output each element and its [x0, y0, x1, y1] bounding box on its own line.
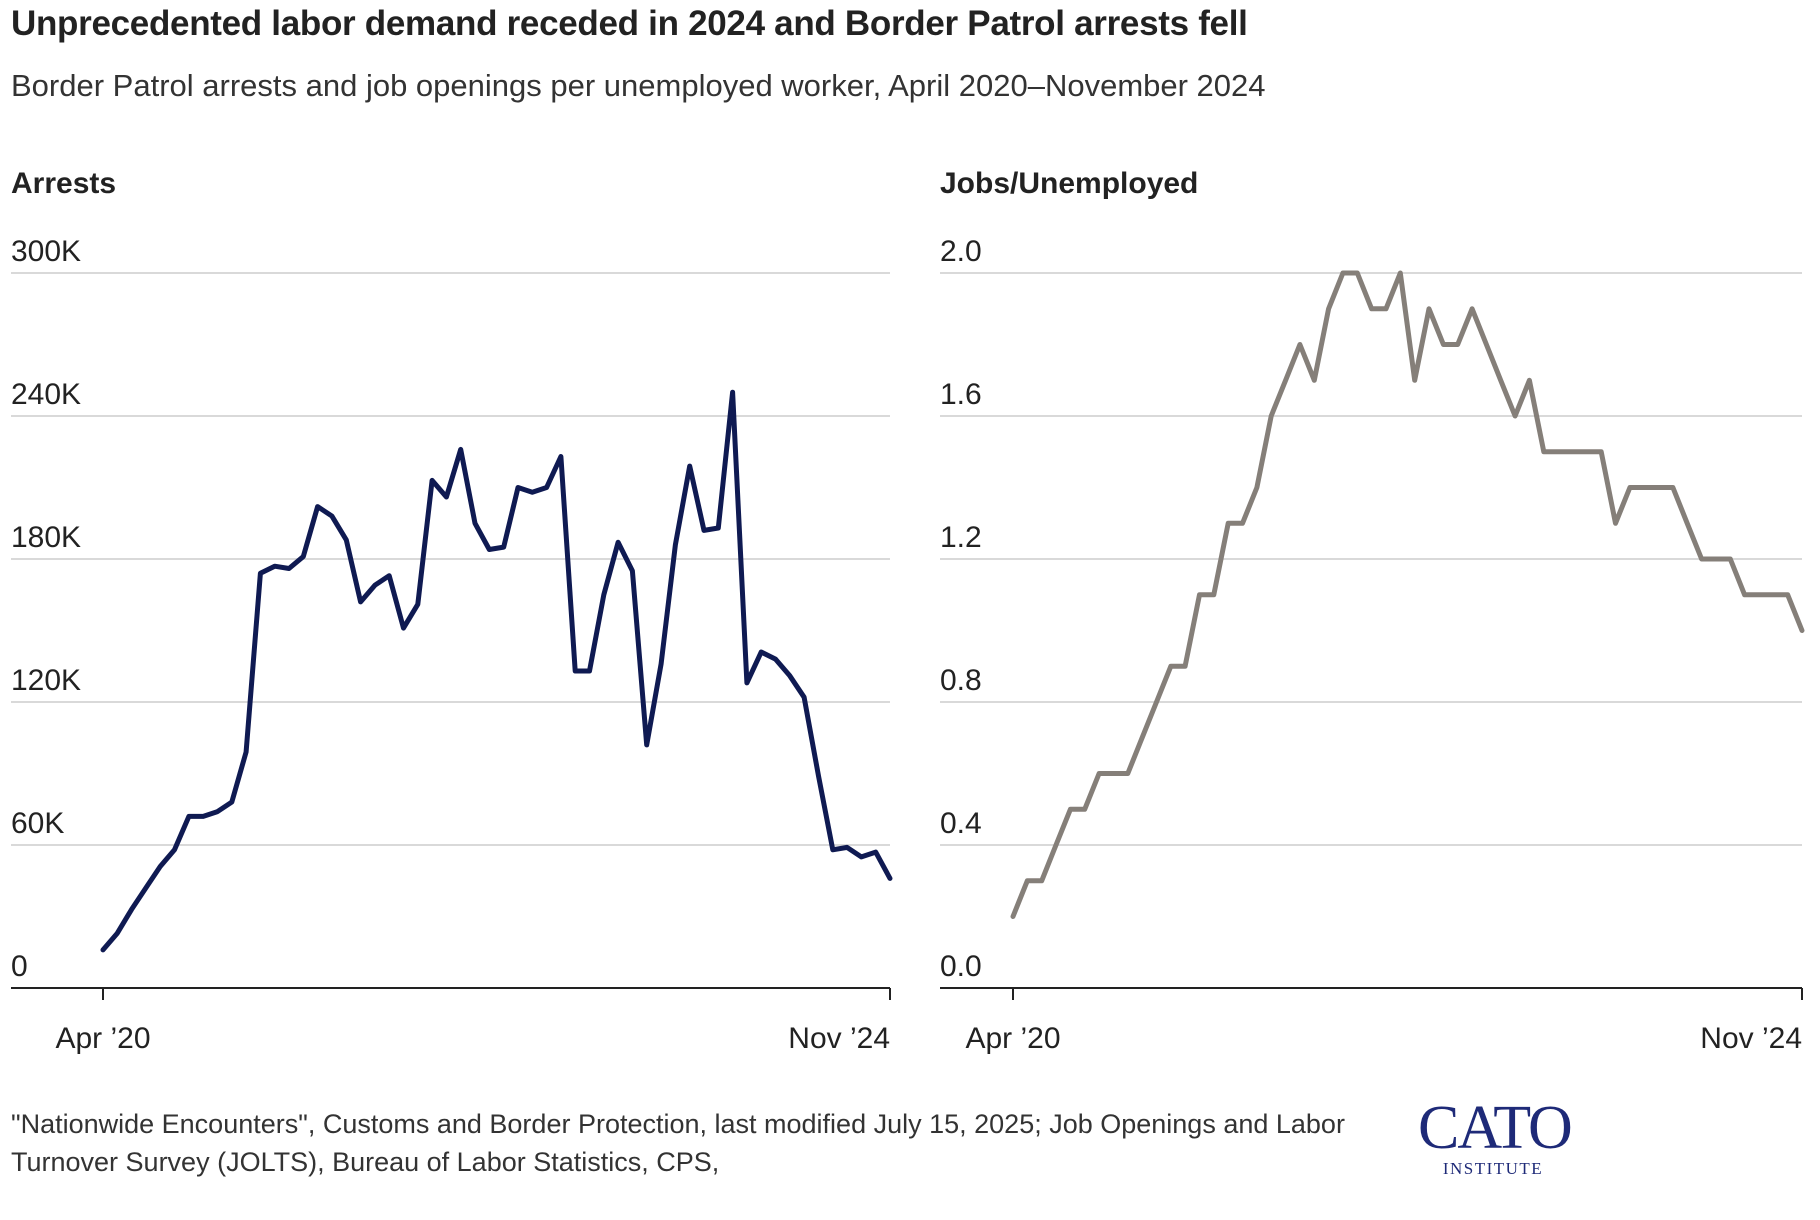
y-tick-label: 0.4	[940, 807, 982, 840]
y-tick-label: 2.0	[940, 235, 982, 268]
y-tick-label: 180K	[11, 521, 81, 554]
y-tick-label: 1.6	[940, 378, 982, 411]
chart-subtitle: Border Patrol arrests and job openings p…	[11, 68, 1266, 103]
chart-title: Unprecedented labor demand receded in 20…	[11, 4, 1248, 43]
y-tick-label: 300K	[11, 235, 81, 268]
y-tick-label: 1.2	[940, 521, 982, 554]
logo-sub: INSTITUTE	[1442, 1159, 1544, 1178]
y-tick-label: 0.8	[940, 664, 982, 697]
charts-area: Arrests 0 60K 120K 180K 240K 300K Apr ’20 Nov ’2…	[11, 167, 1805, 1055]
source-note: "Nationwide Encounters", Customs and Bor…	[11, 1109, 1345, 1177]
cato-logo: CATO INSTITUTE	[1418, 1094, 1573, 1207]
logo-main: CATO	[1418, 1094, 1573, 1162]
x-tick-label-start: Apr ’20	[965, 1022, 1060, 1055]
y-tick-label: 60K	[11, 807, 64, 840]
y-tick-label: 120K	[11, 664, 81, 697]
x-tick-label-end: Nov ’24	[788, 1022, 890, 1055]
y-tick-label: 0	[11, 950, 28, 983]
x-tick-label-end: Nov ’24	[1700, 1022, 1802, 1055]
series-line-arrests	[100, 389, 893, 953]
y-tick-label: 0.0	[940, 950, 982, 983]
panel-label-arrests: Arrests	[11, 167, 116, 200]
x-tick-label-start: Apr ’20	[55, 1022, 150, 1055]
series-line-jobs	[1010, 270, 1805, 919]
panel-label-jobs: Jobs/Unemployed	[940, 167, 1198, 200]
y-tick-label: 240K	[11, 378, 81, 411]
